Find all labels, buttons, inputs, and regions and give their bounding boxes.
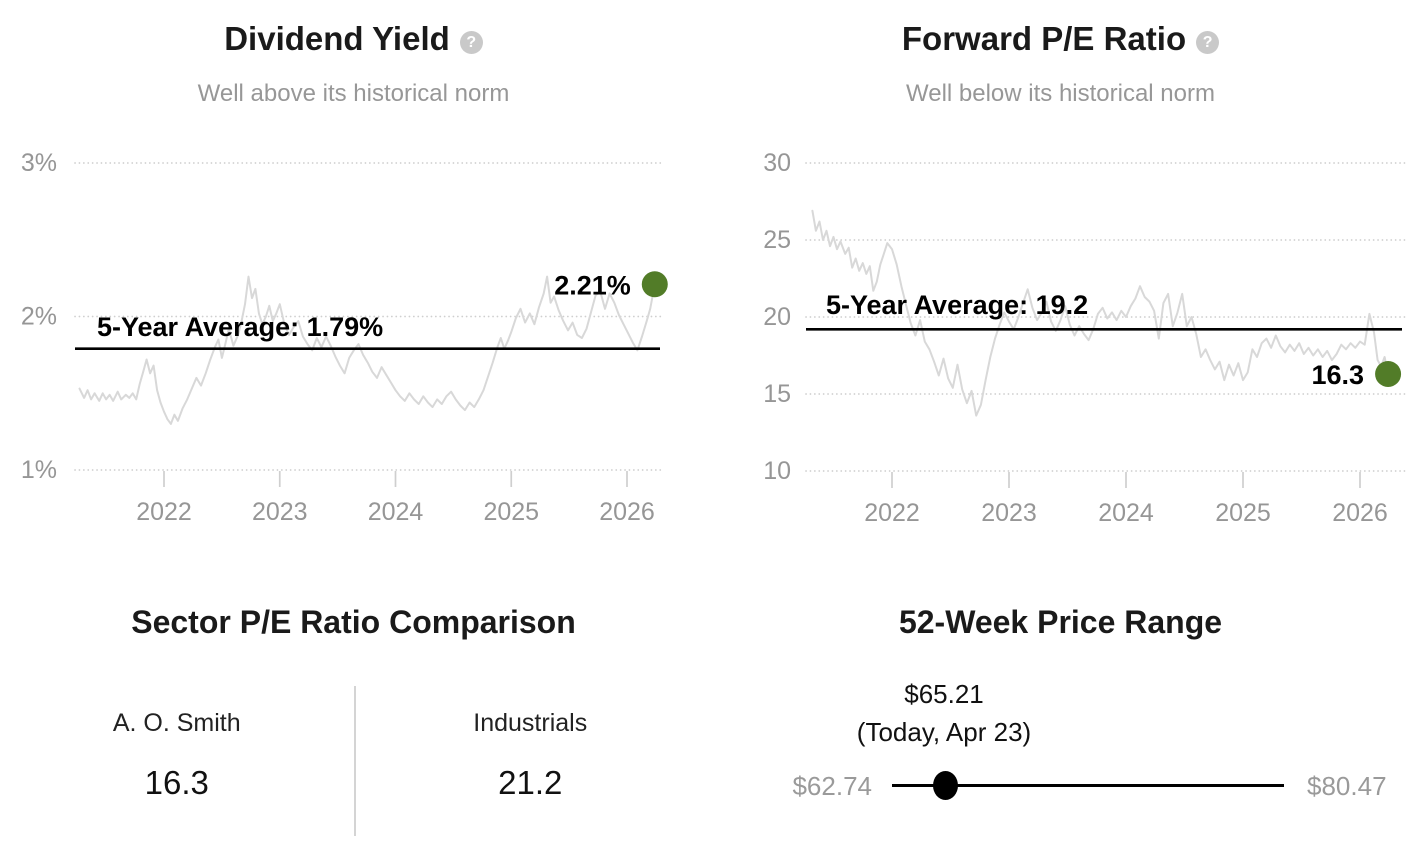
current-value-dot bbox=[1375, 360, 1402, 387]
sector-pe-cell: Industrials 21.2 bbox=[354, 680, 708, 838]
sector-pe-comparison-title: Sector P/E Ratio Comparison bbox=[131, 604, 576, 640]
sector-pe-comparison-table: A. O. Smith 16.3 Industrials 21.2 bbox=[0, 680, 707, 838]
company-pe-value: 16.3 bbox=[144, 764, 209, 801]
sector-name-label: Industrials bbox=[473, 709, 588, 737]
range-high-label: $80.47 bbox=[1307, 771, 1387, 801]
company-pe-cell: A. O. Smith 16.3 bbox=[0, 680, 354, 838]
x-axis-label: 2022 bbox=[136, 498, 192, 526]
y-axis-label: 20 bbox=[763, 303, 791, 331]
average-label: 5-Year Average: 1.79% bbox=[97, 312, 383, 342]
series-line bbox=[811, 209, 1390, 417]
current-price-label: $65.21 bbox=[904, 679, 984, 709]
dividend-yield-title-text: Dividend Yield bbox=[224, 20, 450, 57]
x-axis-label: 2026 bbox=[599, 498, 655, 526]
price-range-panel: 52-Week Price Range $65.21 (Today, Apr 2… bbox=[707, 560, 1414, 842]
y-axis-label: 2% bbox=[21, 303, 57, 331]
series-line bbox=[78, 275, 656, 425]
dividend-yield-title: Dividend Yield? bbox=[0, 20, 707, 58]
price-range-handle[interactable] bbox=[933, 771, 958, 800]
average-label: 5-Year Average: 19.2 bbox=[826, 290, 1088, 320]
x-axis-label: 2023 bbox=[252, 498, 308, 526]
forward-pe-subtitle: Well below its historical norm bbox=[906, 80, 1215, 107]
range-low-label: $62.74 bbox=[792, 771, 872, 801]
current-value-dot bbox=[641, 271, 668, 298]
current-value-label: 2.21% bbox=[554, 270, 631, 300]
vertical-divider bbox=[353, 686, 356, 836]
dividend-yield-line-chart: 1% 2% 3% 2022 2023 2024 2025 2026 5-Year Average… bbox=[21, 149, 668, 526]
x-axis-label: 2022 bbox=[864, 499, 920, 527]
x-axis-label: 2025 bbox=[1215, 499, 1271, 527]
x-axis-label: 2026 bbox=[1332, 499, 1388, 527]
price-range-slider: $65.21 (Today, Apr 23) $62.74 $80.47 bbox=[707, 560, 1414, 842]
x-axis-label: 2024 bbox=[1098, 499, 1154, 527]
forward-pe-title: Forward P/E Ratio? bbox=[707, 20, 1414, 58]
dividend-yield-header: Dividend Yield? Well above its historica… bbox=[0, 20, 707, 108]
price-range-track bbox=[892, 784, 1284, 787]
y-axis-label: 25 bbox=[763, 226, 791, 254]
help-icon[interactable]: ? bbox=[459, 31, 483, 54]
x-axis-label: 2023 bbox=[981, 499, 1037, 527]
company-name-label: A. O. Smith bbox=[112, 709, 241, 737]
forward-pe-chart-panel: Forward P/E Ratio? Well below its histor… bbox=[707, 0, 1414, 560]
y-axis-label: 1% bbox=[21, 456, 57, 484]
y-axis-label: 10 bbox=[763, 457, 791, 485]
sector-pe-comparison-panel: Sector P/E Ratio Comparison A. O. Smith … bbox=[0, 560, 707, 842]
y-axis-label: 15 bbox=[763, 380, 791, 408]
help-icon[interactable]: ? bbox=[1196, 31, 1220, 54]
sector-pe-value: 21.2 bbox=[498, 764, 563, 801]
price-range-title: 52-Week Price Range bbox=[898, 604, 1223, 640]
dividend-yield-subtitle: Well above its historical norm bbox=[197, 80, 510, 107]
current-value-label: 16.3 bbox=[1312, 360, 1365, 390]
current-price-date-label: (Today, Apr 23) bbox=[856, 717, 1032, 747]
y-axis-label: 30 bbox=[763, 149, 791, 177]
dividend-yield-chart-panel: Dividend Yield? Well above its historica… bbox=[0, 0, 707, 560]
forward-pe-header: Forward P/E Ratio? Well below its histor… bbox=[707, 20, 1414, 108]
y-axis-label: 3% bbox=[21, 149, 57, 177]
x-axis-label: 2025 bbox=[483, 498, 539, 526]
x-axis-label: 2024 bbox=[368, 498, 424, 526]
forward-pe-title-text: Forward P/E Ratio bbox=[901, 20, 1187, 57]
